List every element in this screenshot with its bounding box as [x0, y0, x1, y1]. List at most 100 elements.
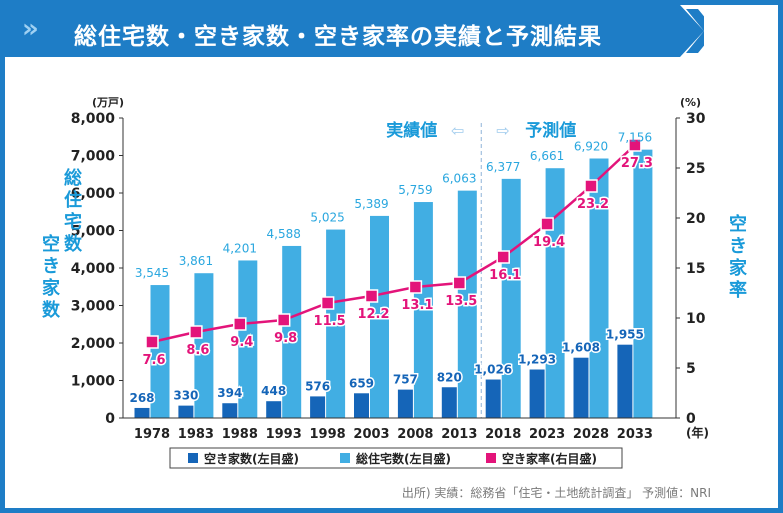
- vacant-bar: [310, 396, 326, 418]
- total-value-label: 7,156: [618, 131, 652, 145]
- x-tick-label: 1998: [310, 427, 346, 442]
- rate-value-label: 13.5: [445, 294, 477, 309]
- vacant-bar: [529, 369, 545, 418]
- rate-marker: [276, 313, 291, 327]
- vacant-value-label: 1,026: [474, 363, 512, 377]
- x-tick-label: 1983: [178, 427, 214, 442]
- y-right-tick-label: 30: [686, 111, 706, 127]
- rate-value-label: 13.1: [401, 298, 433, 313]
- vacant-value-label: 757: [393, 373, 418, 387]
- rate-line: [151, 144, 636, 344]
- y-left-tick-label: 7,000: [71, 149, 116, 165]
- rate-value-label: 9.4: [230, 335, 253, 350]
- total-value-label: 3,545: [135, 266, 169, 280]
- vacant-value-label: 1,293: [518, 353, 556, 367]
- vacant-bar: [617, 344, 633, 418]
- total-bar: [457, 190, 477, 418]
- y-left-tick-label: 8,000: [71, 111, 116, 127]
- rate-value-label: 19.4: [533, 235, 565, 250]
- y-left-tick-label: 2,000: [71, 336, 116, 352]
- arrow-left-icon: ⇦: [451, 121, 464, 140]
- total-bar: [326, 229, 346, 418]
- total-value-label: 6,063: [442, 172, 476, 186]
- source-note: 出所) 実績：総務省「住宅・土地統計調査」 予測値：NRI: [401, 486, 711, 500]
- legend-swatch: [486, 453, 496, 463]
- vacant-value-label: 820: [437, 370, 462, 384]
- rate-marker: [320, 296, 335, 310]
- vacant-bar: [573, 357, 589, 418]
- y-left-tick-label: 4,000: [71, 261, 116, 277]
- rate-value-label: 9.8: [274, 331, 297, 346]
- rate-marker: [364, 289, 379, 303]
- vacant-value-label: 448: [261, 384, 286, 398]
- total-bar: [150, 285, 170, 418]
- x-tick-label: 2013: [441, 427, 477, 442]
- rate-value-label: 7.6: [142, 353, 165, 368]
- actual-label: 実績値: [386, 120, 437, 141]
- vacant-bar: [397, 389, 413, 418]
- y-left-label-total: 総住宅数: [64, 167, 83, 255]
- y-right-tick-label: 20: [686, 211, 706, 227]
- vacant-bar: [178, 405, 194, 418]
- y-left-tick-label: 3,000: [71, 299, 116, 315]
- y-left-tick-label: 1,000: [71, 374, 116, 390]
- legend-label: 総住宅数(左目盛): [356, 451, 451, 466]
- x-tick-label: 1988: [222, 427, 258, 442]
- vacant-value-label: 1,955: [606, 328, 644, 342]
- x-tick-label: 2033: [617, 427, 653, 442]
- x-tick-label: 2003: [353, 427, 389, 442]
- total-value-label: 3,861: [179, 254, 213, 268]
- rate-marker: [540, 217, 554, 231]
- x-tick-label: 2018: [485, 427, 521, 442]
- x-tick-label: 2008: [397, 427, 433, 442]
- total-value-label: 6,377: [486, 160, 520, 174]
- vacant-bar: [266, 401, 282, 418]
- y-right-tick-label: 5: [686, 361, 696, 377]
- y-left-tick-label: 6,000: [71, 186, 116, 202]
- total-value-label: 4,201: [223, 241, 257, 255]
- y-left-tick-label: 0: [105, 411, 115, 427]
- rate-marker: [408, 280, 423, 294]
- total-bar: [501, 178, 521, 418]
- rate-value-label: 12.2: [357, 307, 389, 322]
- total-bar: [370, 215, 389, 418]
- legend-box: [169, 447, 623, 469]
- rate-marker: [189, 325, 203, 339]
- total-bar: [589, 158, 609, 418]
- vacant-value-label: 330: [173, 389, 198, 403]
- x-unit: (年): [686, 425, 709, 440]
- y-left-label-vacant: 空き家数: [42, 233, 61, 321]
- total-bar: [633, 149, 653, 418]
- legend-swatch: [188, 453, 198, 463]
- rate-value-label: 11.5: [314, 314, 346, 329]
- legend-label: 空き家数(左目盛): [204, 451, 299, 466]
- total-value-label: 4,588: [267, 227, 301, 241]
- rate-value-label: 16.1: [489, 268, 521, 283]
- total-value-label: 5,759: [398, 183, 432, 197]
- x-tick-label: 1993: [266, 427, 302, 442]
- total-bar: [282, 245, 302, 418]
- rate-value-label: 23.2: [577, 197, 609, 212]
- vacant-value-label: 394: [217, 386, 242, 400]
- forecast-label: 予測値: [525, 120, 576, 141]
- rate-marker: [628, 138, 642, 152]
- y-right-tick-label: 10: [686, 311, 706, 327]
- vacant-bar: [441, 387, 457, 418]
- total-value-label: 6,920: [574, 140, 608, 154]
- vacant-value-label: 576: [305, 379, 330, 393]
- vacant-bar: [134, 407, 150, 418]
- total-bar: [545, 168, 565, 418]
- chart-title: 総住宅数・空き家数・空き家率の実績と予測結果: [74, 24, 602, 50]
- total-bar: [238, 260, 258, 418]
- y-left-tick-label: 5,000: [71, 224, 116, 240]
- x-tick-label: 2028: [573, 427, 609, 442]
- legend-label: 空き家率(右目盛): [502, 451, 597, 466]
- rate-marker: [496, 250, 510, 264]
- arrow-right-icon: ⇨: [496, 121, 509, 140]
- legend-swatch: [340, 453, 350, 463]
- vacant-value-label: 268: [129, 391, 154, 405]
- vacant-bar: [354, 393, 369, 418]
- rate-marker: [584, 179, 598, 193]
